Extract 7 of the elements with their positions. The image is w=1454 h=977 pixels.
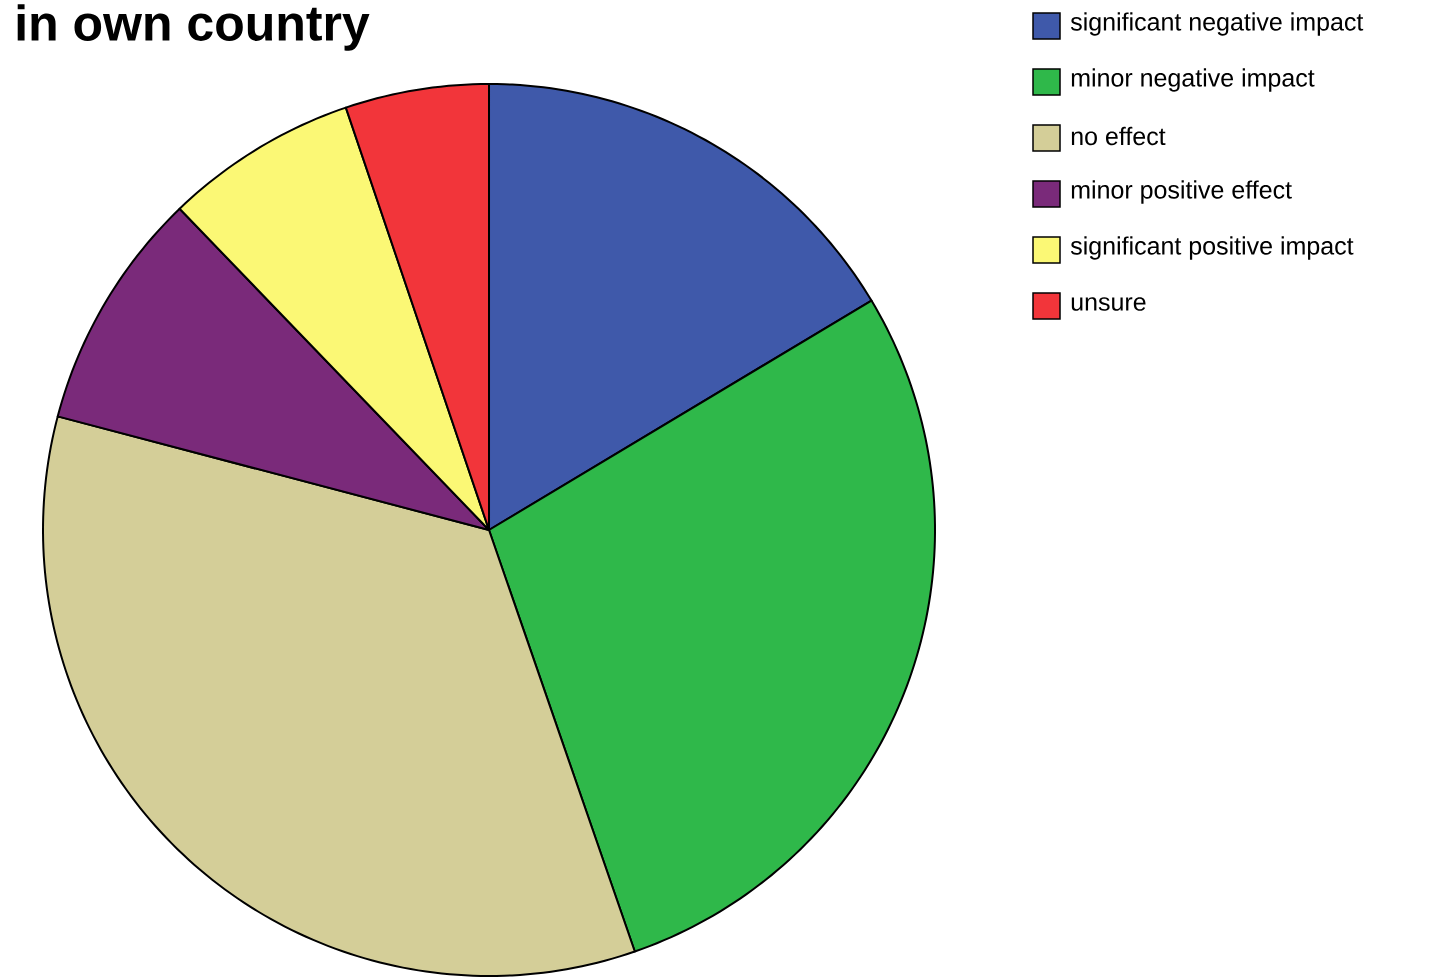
legend-label: unsure xyxy=(1071,297,1146,311)
legend-label: minor negative impact xyxy=(1071,68,1315,92)
chart-title: in own country xyxy=(17,4,370,51)
legend-label: significant negative impact xyxy=(1070,12,1364,36)
legend-label: significant positive impact xyxy=(1070,236,1354,260)
legend-label: minor positive effect xyxy=(1071,180,1292,204)
legend-label: no effect xyxy=(1071,126,1166,146)
